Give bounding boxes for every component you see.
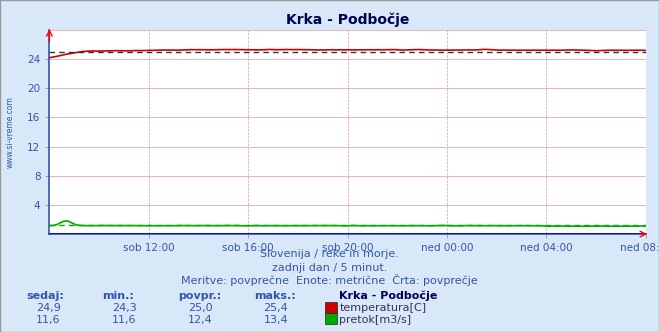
Text: temperatura[C]: temperatura[C] [339, 303, 426, 313]
Text: 25,0: 25,0 [188, 303, 212, 313]
Text: 25,4: 25,4 [264, 303, 289, 313]
Text: pretok[m3/s]: pretok[m3/s] [339, 315, 411, 325]
Text: 11,6: 11,6 [112, 315, 136, 325]
Text: povpr.:: povpr.: [178, 291, 221, 301]
Text: 11,6: 11,6 [36, 315, 61, 325]
Text: Krka - Podbočje: Krka - Podbočje [339, 290, 438, 301]
Text: 13,4: 13,4 [264, 315, 288, 325]
Text: 24,3: 24,3 [112, 303, 137, 313]
Text: zadnji dan / 5 minut.: zadnji dan / 5 minut. [272, 263, 387, 273]
Text: sedaj:: sedaj: [26, 291, 64, 301]
Text: 24,9: 24,9 [36, 303, 61, 313]
Text: Slovenija / reke in morje.: Slovenija / reke in morje. [260, 249, 399, 259]
Text: www.si-vreme.com: www.si-vreme.com [6, 96, 15, 168]
Title: Krka - Podbočje: Krka - Podbočje [286, 13, 409, 27]
Text: 12,4: 12,4 [188, 315, 213, 325]
Text: min.:: min.: [102, 291, 134, 301]
Text: Meritve: povprečne  Enote: metrične  Črta: povprečje: Meritve: povprečne Enote: metrične Črta:… [181, 274, 478, 286]
Text: maks.:: maks.: [254, 291, 295, 301]
